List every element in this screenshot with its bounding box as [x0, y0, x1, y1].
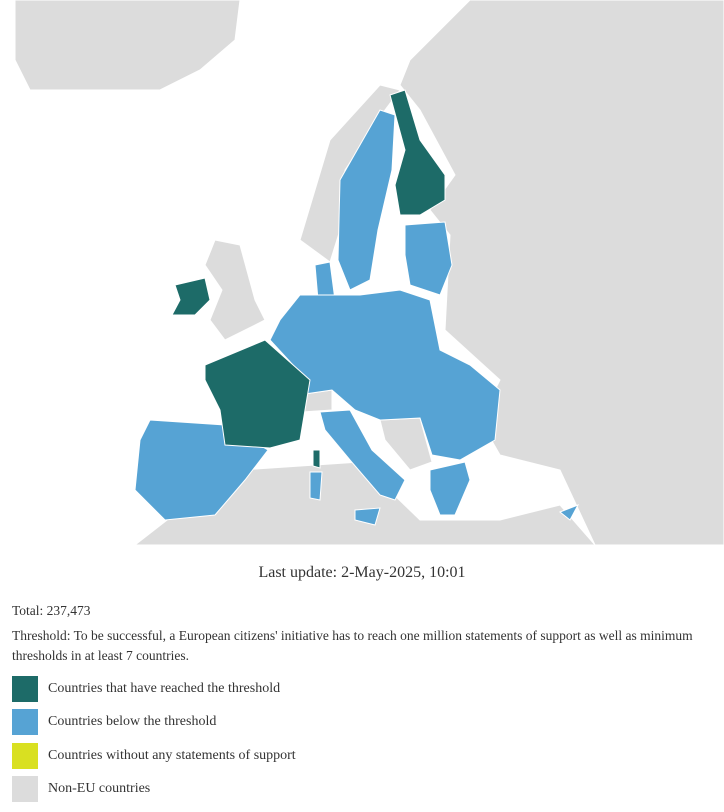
reached-threshold [171, 89, 446, 469]
legend-swatch [12, 775, 38, 802]
map [14, 0, 724, 545]
non-eu-land [14, 0, 724, 545]
legend-swatch [12, 676, 38, 702]
legend-item: Countries without any statements of supp… [12, 742, 296, 769]
legend-label: Countries that have reached the threshol… [48, 681, 281, 696]
total: Total: 237,473 [12, 603, 91, 618]
legend-label: Countries below the threshold [48, 714, 217, 730]
legend-swatch [12, 709, 38, 736]
legend-item: Countries that have reached the threshol… [12, 676, 280, 702]
legend-item: Countries below the threshold [12, 709, 217, 736]
legend-label: Non-EU countries [48, 780, 151, 796]
legend-label: Countries without any statements of supp… [48, 747, 296, 763]
legend-swatch [12, 742, 38, 769]
legend-item: Non-EU countries [12, 775, 151, 802]
threshold-note: Threshold: To be successful, a European … [12, 628, 693, 663]
below-threshold [134, 109, 580, 526]
last-update: Last update: 2-May-2025, 10:01 [258, 564, 466, 581]
